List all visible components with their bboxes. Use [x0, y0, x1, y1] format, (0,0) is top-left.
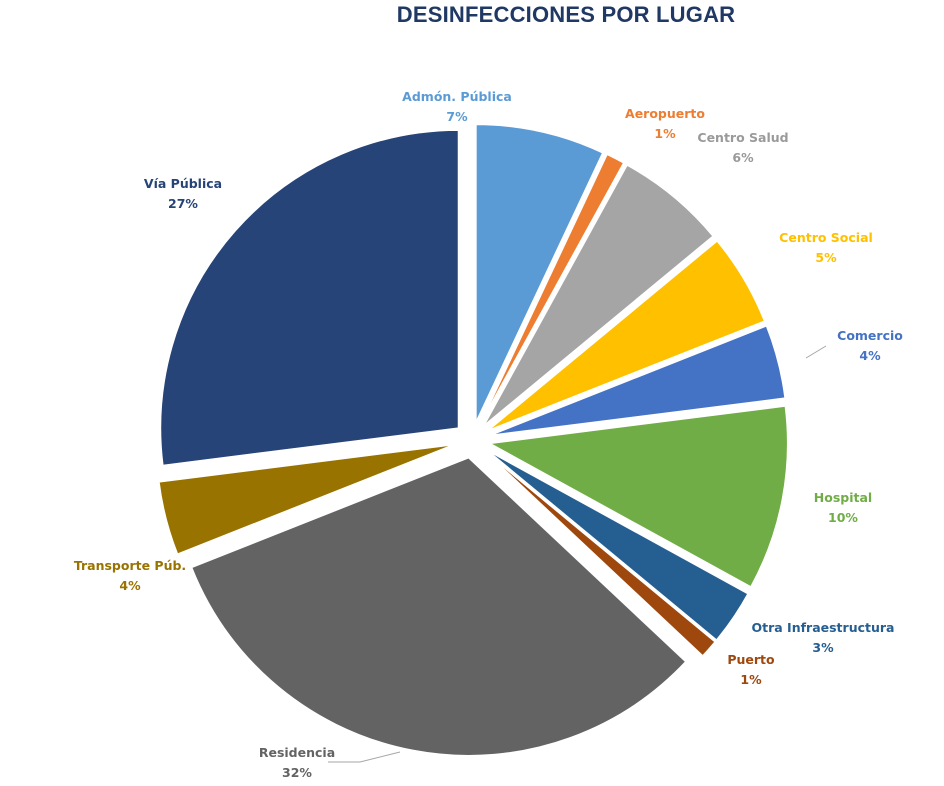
pie-slice-residencia	[190, 456, 687, 757]
pie-slice-via-publica	[159, 129, 460, 467]
slice-label-residencia: Residencia	[259, 745, 335, 760]
slice-label-otra-infraestructura: Otra Infraestructura	[752, 620, 895, 635]
slice-percent-comercio: 4%	[859, 348, 881, 363]
pie-slice-otra-infraestructura	[486, 449, 750, 642]
slice-percent-admon-publica: 7%	[446, 109, 468, 124]
slice-percent-centro-social: 5%	[815, 250, 837, 265]
pie-slice-aeropuerto	[479, 153, 625, 425]
slice-percent-otra-infraestructura: 3%	[812, 640, 834, 655]
slice-label-puerto: Puerto	[727, 652, 775, 667]
slice-label-via-publica: Vía Pública	[144, 176, 222, 191]
slice-label-hospital: Hospital	[814, 490, 872, 505]
slice-label-transporte-pub: Transporte Púb.	[74, 558, 186, 573]
pie-labels: Admón. Pública 7% Aeropuerto 1% Centro Salud…	[74, 89, 903, 780]
leader-line	[328, 751, 401, 763]
slice-percent-aeropuerto: 1%	[654, 126, 676, 141]
slice-percent-puerto: 1%	[740, 672, 762, 687]
pie-slices	[158, 123, 789, 757]
chart-title: DESINFECCIONES POR LUGAR	[396, 2, 736, 27]
slice-percent-hospital: 10%	[828, 510, 858, 525]
slice-percent-via-publica: 27%	[168, 196, 198, 211]
slice-label-centro-salud: Centro Salud	[697, 130, 788, 145]
pie-slice-comercio	[489, 324, 786, 437]
slice-percent-residencia: 32%	[282, 765, 312, 780]
slice-label-aeropuerto: Aeropuerto	[625, 106, 705, 121]
slice-label-admon-publica: Admón. Pública	[402, 89, 512, 104]
leader-line	[805, 345, 827, 359]
slice-label-comercio: Comercio	[837, 328, 903, 343]
pie-slice-hospital	[487, 405, 789, 588]
slice-label-centro-social: Centro Social	[779, 230, 873, 245]
pie-slice-puerto	[484, 451, 717, 657]
pie-slice-centro-social	[487, 239, 766, 432]
slice-percent-transporte-pub: 4%	[119, 578, 141, 593]
slice-percent-centro-salud: 6%	[732, 150, 754, 165]
pie-slice-centro-salud	[482, 163, 715, 427]
pie-slice-transporte-pub	[158, 443, 455, 556]
pie-slice-admon-publica	[475, 123, 604, 423]
